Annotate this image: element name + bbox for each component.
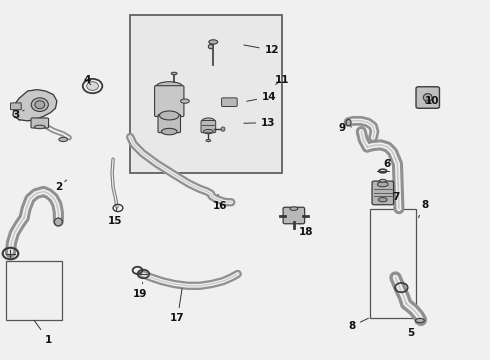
- Text: 14: 14: [247, 92, 277, 102]
- Ellipse shape: [31, 98, 49, 112]
- Text: 10: 10: [424, 96, 439, 106]
- Ellipse shape: [34, 125, 45, 129]
- Text: 8: 8: [348, 318, 368, 331]
- Ellipse shape: [290, 207, 298, 211]
- Polygon shape: [13, 90, 57, 121]
- Ellipse shape: [161, 129, 177, 135]
- Text: 3: 3: [13, 110, 24, 120]
- Text: 8: 8: [418, 200, 428, 218]
- Ellipse shape: [379, 179, 386, 182]
- Ellipse shape: [221, 127, 225, 131]
- FancyBboxPatch shape: [158, 114, 180, 133]
- Ellipse shape: [156, 82, 183, 92]
- Ellipse shape: [201, 118, 215, 125]
- Ellipse shape: [54, 218, 62, 226]
- FancyBboxPatch shape: [416, 87, 440, 108]
- Text: 12: 12: [244, 45, 279, 55]
- FancyBboxPatch shape: [10, 103, 21, 110]
- Ellipse shape: [416, 319, 424, 323]
- Ellipse shape: [209, 40, 218, 44]
- Text: 5: 5: [408, 323, 416, 338]
- Ellipse shape: [159, 111, 179, 120]
- Ellipse shape: [180, 99, 189, 103]
- Ellipse shape: [203, 130, 213, 134]
- FancyBboxPatch shape: [201, 121, 216, 133]
- FancyBboxPatch shape: [31, 118, 49, 128]
- Bar: [5, 261, 62, 320]
- Text: 2: 2: [55, 180, 67, 192]
- Text: 18: 18: [299, 224, 313, 237]
- Text: 9: 9: [338, 123, 351, 133]
- Ellipse shape: [35, 101, 45, 109]
- Ellipse shape: [423, 94, 432, 102]
- Bar: [130, 15, 282, 173]
- FancyBboxPatch shape: [283, 207, 305, 224]
- FancyBboxPatch shape: [155, 86, 184, 117]
- Ellipse shape: [171, 72, 177, 75]
- Text: 1: 1: [34, 320, 52, 345]
- Ellipse shape: [59, 137, 68, 141]
- FancyBboxPatch shape: [372, 181, 393, 205]
- Text: 17: 17: [170, 288, 185, 323]
- Text: 13: 13: [244, 118, 276, 128]
- Ellipse shape: [206, 139, 211, 141]
- Text: 15: 15: [108, 208, 123, 226]
- FancyBboxPatch shape: [221, 98, 237, 107]
- Ellipse shape: [377, 182, 388, 187]
- Text: 4: 4: [83, 75, 91, 85]
- Ellipse shape: [346, 120, 351, 126]
- Ellipse shape: [378, 198, 387, 202]
- Text: 7: 7: [392, 192, 399, 202]
- Circle shape: [87, 82, 98, 90]
- Text: 6: 6: [383, 159, 391, 169]
- Ellipse shape: [208, 44, 213, 49]
- Text: 11: 11: [274, 75, 289, 85]
- Text: 19: 19: [133, 282, 147, 299]
- Text: 16: 16: [212, 194, 227, 211]
- Bar: [369, 209, 416, 318]
- Circle shape: [425, 100, 430, 104]
